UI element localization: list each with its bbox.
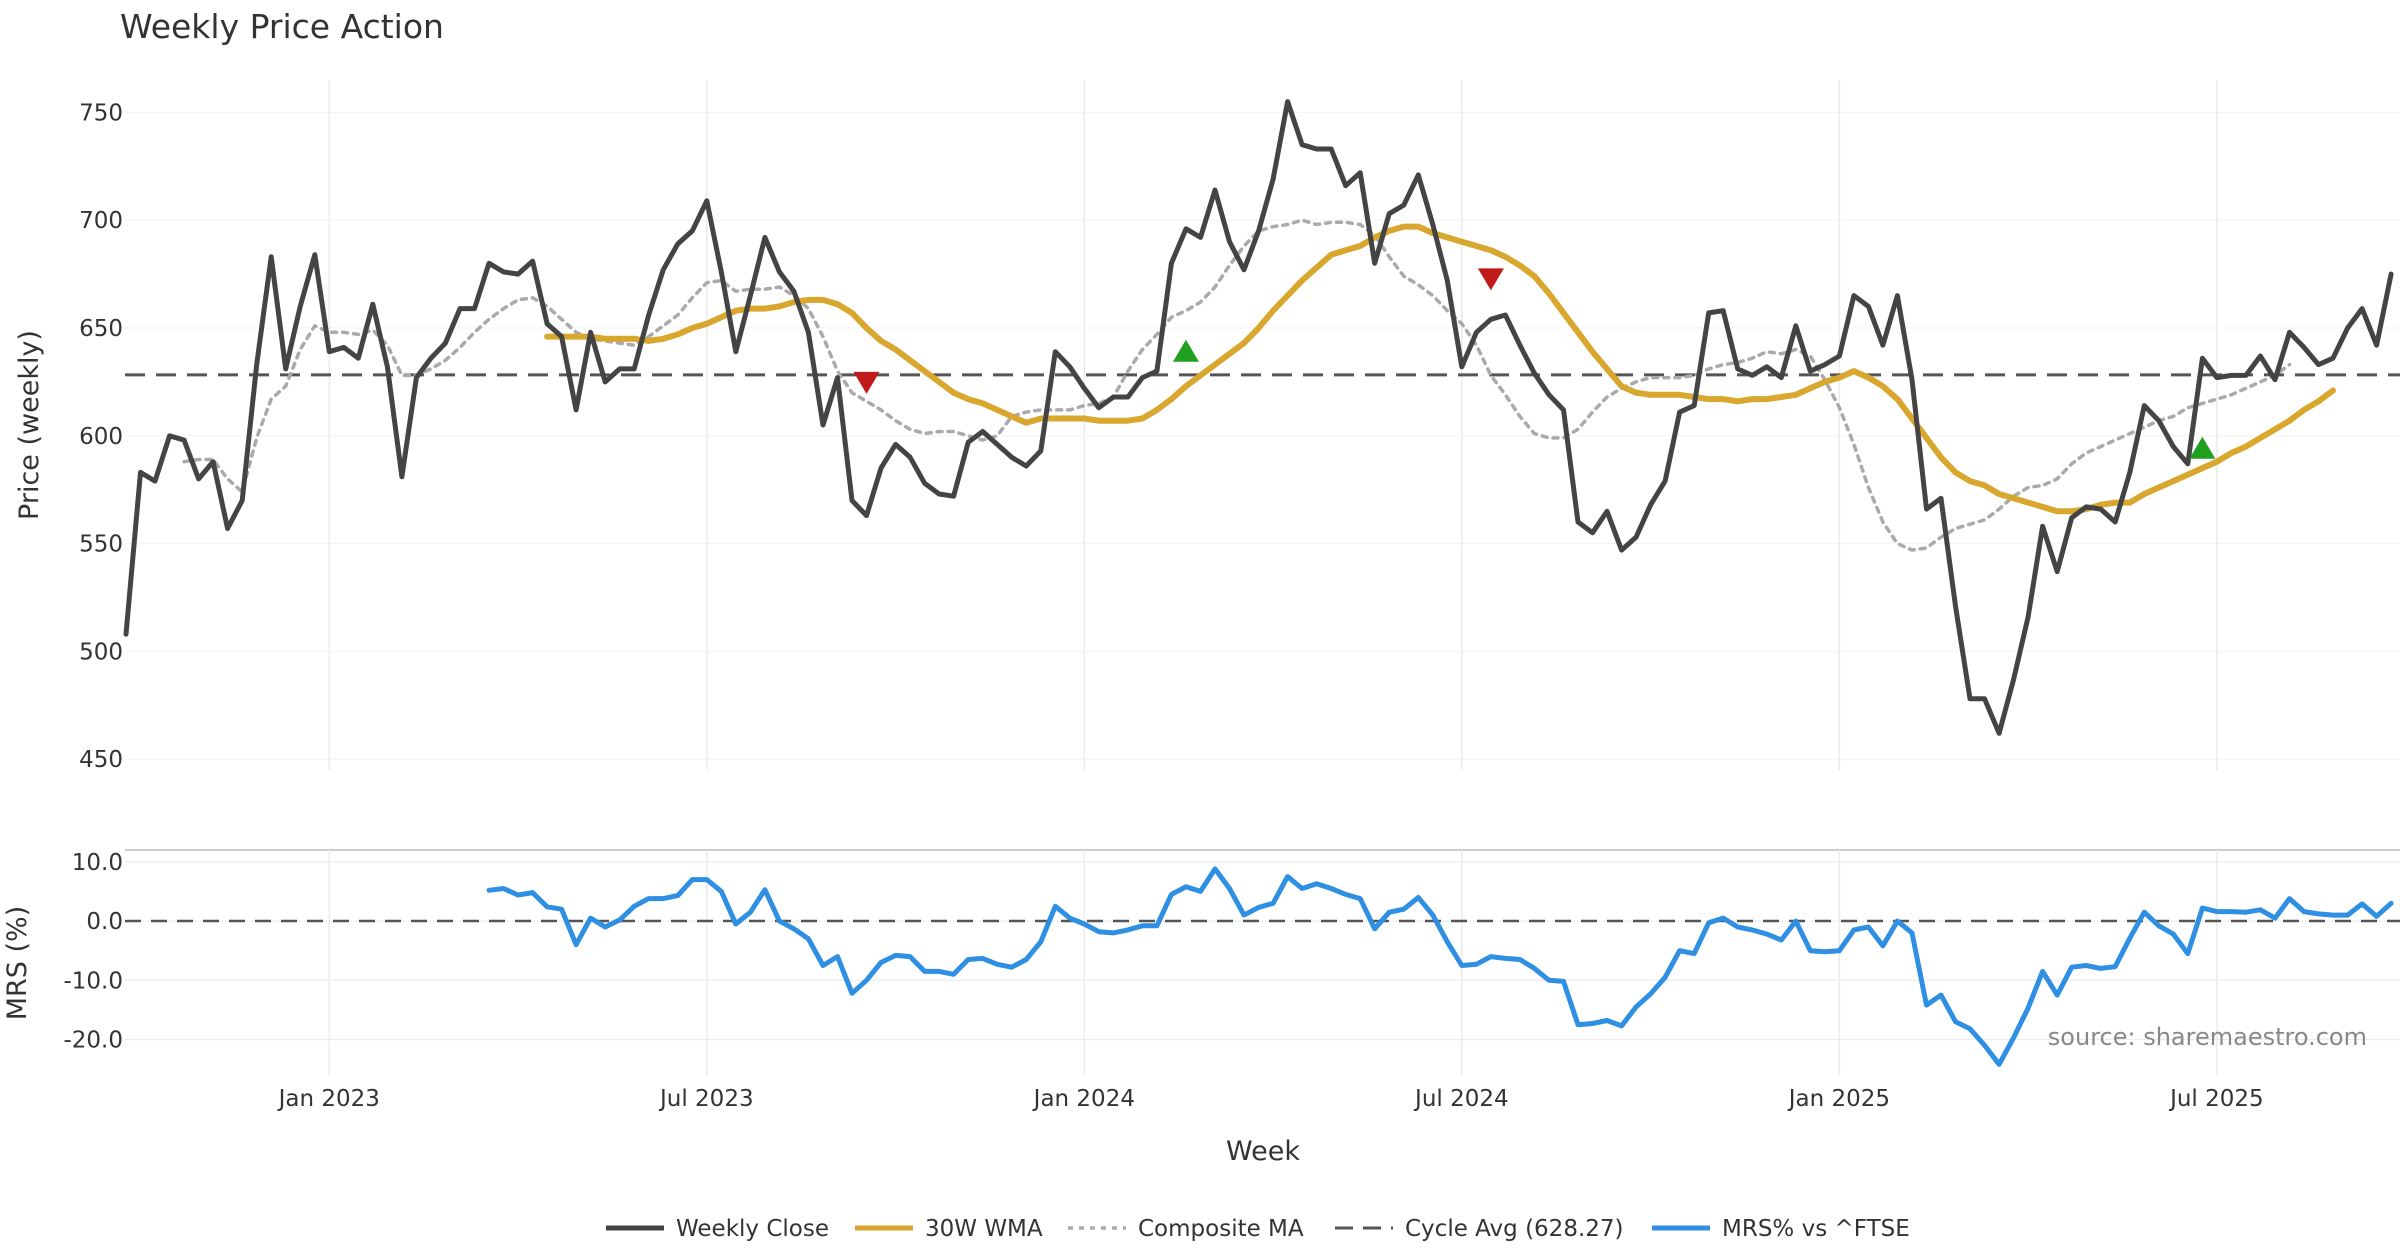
legend-wma-30w: 30W WMA: [855, 1216, 1043, 1242]
legend-label: MRS% vs ^FTSE: [1722, 1216, 1910, 1242]
price-y-tick-label: 700: [79, 208, 123, 234]
sell-signal-marker: [1477, 268, 1504, 291]
legend-label: 30W WMA: [925, 1216, 1043, 1242]
mrs-y-tick-label: -10.0: [63, 968, 123, 994]
legend: Weekly Close 30W WMA Composite MA Cycle Avg…: [606, 1216, 1910, 1242]
mrs-y-label: MRS (%): [2, 906, 33, 1021]
signal-markers: [853, 268, 2216, 459]
mrs-line: [486, 866, 2394, 1067]
x-tick-label: Jul 2024: [1413, 1086, 1509, 1112]
buy-signal-marker: [2189, 436, 2216, 459]
price-series: [123, 99, 2394, 736]
legend-mrs: MRS% vs ^FTSE: [1652, 1216, 1910, 1242]
legend-cycle-avg: Cycle Avg (628.27): [1335, 1216, 1624, 1242]
legend-label: Composite MA: [1138, 1216, 1304, 1242]
price-y-tick-label: 450: [79, 747, 123, 773]
price-grid: [125, 80, 2400, 770]
composite-ma-line: [182, 218, 2292, 552]
legend-label: Cycle Avg (628.27): [1405, 1216, 1624, 1242]
x-axis-label: Week: [1226, 1136, 1300, 1167]
price-y-tick-label: 550: [79, 532, 123, 558]
source-note: source: sharemaestro.com: [2048, 1023, 2367, 1051]
wma-30w-line: [544, 223, 2336, 515]
price-y-tick-label: 600: [79, 424, 123, 450]
sell-signal-marker: [853, 371, 880, 394]
legend-weekly-close: Weekly Close: [606, 1216, 829, 1242]
weekly-close-line: [123, 99, 2394, 736]
price-y-tick-label: 500: [79, 639, 123, 665]
mrs-series: [486, 866, 2394, 1067]
x-tick-label: Jan 2025: [1787, 1086, 1890, 1112]
mrs-y-tick-label: 0.0: [86, 909, 123, 935]
x-tick-label: Jan 2024: [1032, 1086, 1135, 1112]
price-y-label: Price (weekly): [14, 330, 45, 520]
mrs-y-ticks: 10.0 0.0 -10.0 -20.0: [63, 850, 123, 1054]
legend-composite-ma: Composite MA: [1068, 1216, 1304, 1242]
price-y-ticks: 450 500 550 600 650 700 750: [79, 100, 123, 773]
x-tick-label: Jul 2025: [2168, 1086, 2264, 1112]
price-y-tick-label: 650: [79, 316, 123, 342]
x-tick-label: Jan 2023: [277, 1086, 380, 1112]
mrs-y-tick-label: 10.0: [72, 850, 123, 876]
x-tick-label: Jul 2023: [658, 1086, 754, 1112]
price-y-tick-label: 750: [79, 100, 123, 126]
legend-label: Weekly Close: [676, 1216, 829, 1242]
chart-title: Weekly Price Action: [120, 7, 444, 46]
x-ticks: Jan 2023 Jul 2023 Jan 2024 Jul 2024 Jan 2025…: [277, 1086, 2264, 1112]
buy-signal-marker: [1172, 339, 1199, 362]
mrs-y-tick-label: -20.0: [63, 1027, 123, 1053]
